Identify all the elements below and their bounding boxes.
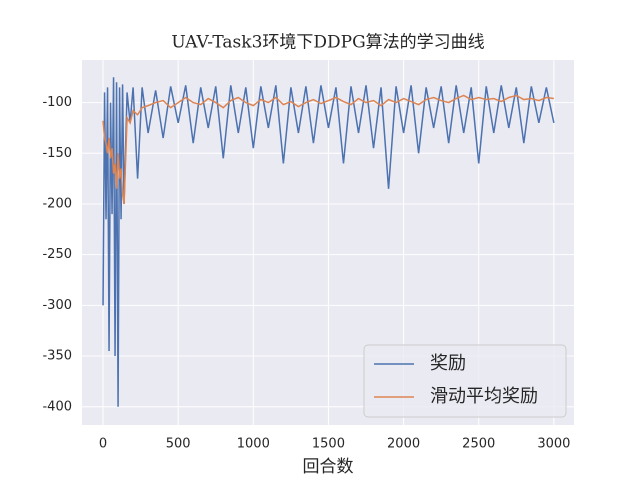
x-tick-label: 2000	[387, 437, 420, 452]
y-tick-label: -400	[42, 399, 72, 414]
x-tick-label: 500	[166, 437, 191, 452]
legend-label: 滑动平均奖励	[430, 386, 538, 407]
y-tick-label: -150	[42, 146, 72, 161]
y-tick-label: -100	[42, 95, 72, 110]
x-tick-label: 0	[99, 437, 107, 452]
chart-title: UAV-Task3环境下DDPG算法的学习曲线	[171, 33, 484, 53]
y-tick-label: -350	[42, 349, 72, 364]
x-axis-label: 回合数	[303, 457, 354, 477]
y-tick-label: -200	[42, 196, 72, 211]
legend-box	[363, 344, 567, 418]
x-tick-label: 2500	[462, 437, 495, 452]
y-tick-label: -250	[42, 247, 72, 262]
legend-label: 奖励	[430, 353, 466, 374]
x-tick-label: 3000	[537, 437, 570, 452]
line-series	[102, 94, 554, 205]
x-tick-label: 1500	[312, 437, 345, 452]
x-tick-label: 1000	[237, 437, 270, 452]
y-tick-label: -300	[42, 298, 72, 313]
